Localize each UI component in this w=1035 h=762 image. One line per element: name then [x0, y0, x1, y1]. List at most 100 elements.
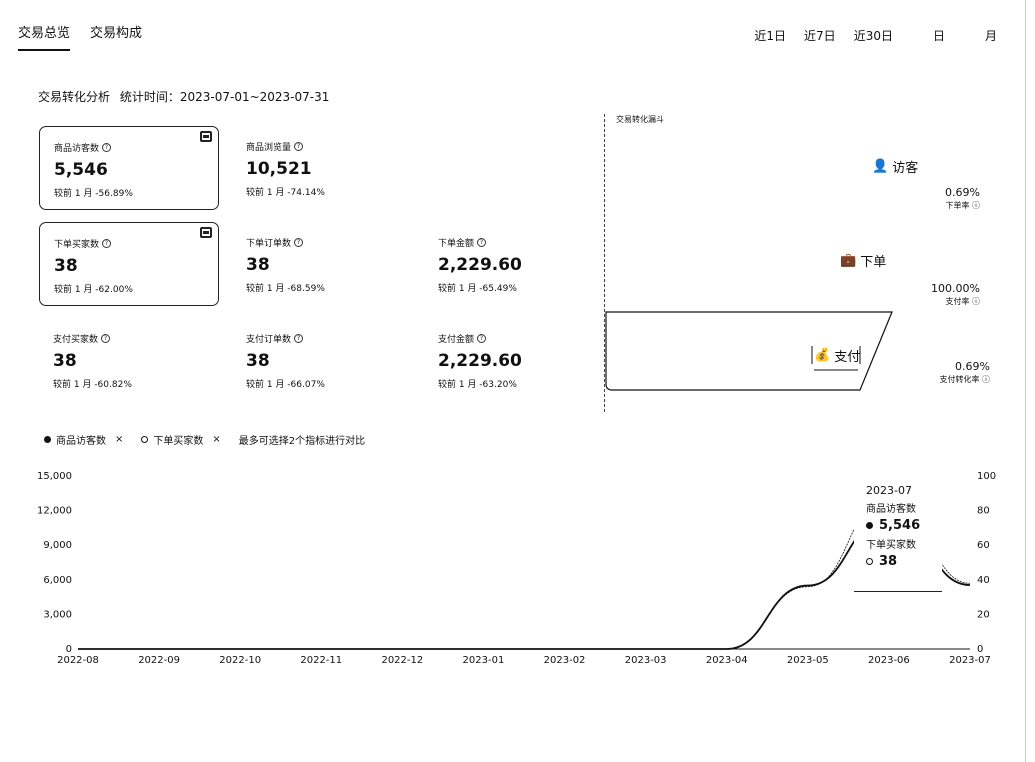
y-right-tick-label: 100 — [977, 471, 996, 482]
metric-compare: 较前 1 月 -65.49% — [438, 284, 517, 294]
metric-compare: 较前 1 月 -74.14% — [246, 188, 325, 198]
metric-compare: 较前 1 月 -62.00% — [54, 285, 133, 295]
range-day[interactable]: 日 — [932, 29, 945, 43]
selected-icon — [200, 131, 212, 142]
x-tick-label: 2023-05 — [787, 655, 829, 666]
legend-item-visitors[interactable]: 商品访客数 × — [44, 432, 123, 447]
metric-value: 2,229.60 — [438, 255, 522, 275]
filled-dot-icon — [44, 436, 51, 443]
metric-value: 10,521 — [246, 159, 312, 179]
hollow-dot-icon — [141, 436, 149, 443]
metric-label: 下单金额 — [438, 239, 475, 249]
help-icon[interactable]: ? — [294, 142, 304, 151]
metric-value: 5,546 — [54, 160, 108, 180]
bag-icon: 💼 — [840, 253, 857, 268]
tooltip-series-value: 38 — [879, 554, 898, 569]
user-icon: 👤 — [872, 159, 889, 174]
metric-card-pageviews[interactable]: 商品浏览量? 10,521 较前 1 月 -74.14% — [232, 126, 412, 210]
x-tick-label: 2023-02 — [544, 655, 586, 666]
close-icon[interactable]: × — [212, 434, 221, 445]
metric-label: 下单订单数 — [246, 239, 292, 249]
tab-composition[interactable]: 交易构成 — [90, 26, 143, 41]
y-right-tick-label: 40 — [977, 575, 990, 586]
funnel-stage-visitor: 👤 访客 — [872, 159, 919, 176]
stat-time: 统计时间：2023-07-01~2023-07-31 — [119, 90, 330, 104]
tooltip-series-name: 商品访客数 — [866, 504, 916, 515]
legend-item-order-buyers[interactable]: 下单买家数 × — [141, 432, 221, 447]
help-icon[interactable]: ? — [102, 143, 112, 152]
metric-card-pay-orders[interactable]: 支付订单数? 38 较前 1 月 -66.07% — [232, 318, 412, 402]
range-month[interactable]: 月 — [984, 29, 997, 43]
metric-label: 支付买家数 — [53, 335, 99, 345]
tooltip-series-name: 下单买家数 — [866, 540, 916, 551]
metric-value: 38 — [53, 351, 77, 371]
vertical-scrollbar[interactable] — [1025, 0, 1035, 762]
x-tick-label: 2023-01 — [463, 655, 505, 666]
help-icon[interactable]: ⓘ — [972, 201, 980, 210]
close-icon[interactable]: × — [115, 434, 124, 445]
series-line-order-buyers — [77, 496, 971, 650]
help-icon[interactable]: ? — [294, 238, 304, 247]
y-right-tick-label: 0 — [977, 644, 983, 655]
help-icon[interactable]: ? — [477, 334, 487, 343]
metric-compare: 较前 1 月 -68.59% — [246, 284, 325, 294]
metric-card-order-buyers[interactable]: 下单买家数? 38 较前 1 月 -62.00% — [39, 222, 219, 306]
x-tick-label: 2023-06 — [868, 655, 910, 666]
tab-overview[interactable]: 交易总览 — [18, 22, 71, 51]
metric-card-pay-buyers[interactable]: 支付买家数? 38 较前 1 月 -60.82% — [39, 318, 219, 402]
y-left-tick-label: 15,000 — [37, 471, 72, 482]
funnel-pay-segment — [605, 311, 893, 391]
metric-label: 支付金额 — [438, 335, 475, 345]
metric-label: 商品访客数 — [54, 144, 100, 154]
help-icon[interactable]: ⓘ — [972, 297, 980, 306]
metric-value: 38 — [246, 255, 270, 275]
metric-label: 下单买家数 — [54, 240, 100, 250]
metric-value: 38 — [54, 256, 78, 276]
x-tick-label: 2022-10 — [219, 655, 261, 666]
y-right-tick-label: 80 — [977, 506, 990, 517]
y-left-tick-label: 3,000 — [43, 609, 72, 620]
metric-card-visitors[interactable]: 商品访客数? 5,546 较前 1 月 -56.89% — [39, 126, 219, 210]
x-tick-label: 2022-12 — [381, 655, 423, 666]
help-icon[interactable]: ? — [102, 239, 112, 248]
range-selector: 近1日 近7日 近30日 日 月 — [736, 27, 997, 44]
metric-value: 38 — [246, 351, 270, 371]
y-right-tick-label: 60 — [977, 540, 990, 551]
x-tick-label: 2023-03 — [625, 655, 667, 666]
funnel-stage-pay: 💰 支付 — [814, 348, 861, 365]
y-left-tick-label: 0 — [66, 644, 72, 655]
x-tick-label: 2023-04 — [706, 655, 748, 666]
series-line-visitors — [77, 515, 971, 650]
chart-legend: 商品访客数 × 下单买家数 × 最多可选择2个指标进行对比 — [44, 432, 365, 447]
tooltip-series-value: 5,546 — [879, 518, 921, 533]
metric-label: 商品浏览量 — [246, 143, 292, 153]
metric-card-order-count[interactable]: 下单订单数? 38 较前 1 月 -68.59% — [232, 222, 412, 306]
x-tick-label: 2022-09 — [138, 655, 180, 666]
metric-compare: 较前 1 月 -60.82% — [53, 380, 132, 390]
y-left-tick-label: 9,000 — [43, 540, 72, 551]
rate-value: 100.00% — [931, 282, 980, 295]
filled-dot-icon — [866, 522, 873, 529]
range-1d[interactable]: 近1日 — [754, 29, 787, 43]
help-icon[interactable]: ? — [101, 334, 111, 343]
metric-compare: 较前 1 月 -63.20% — [438, 380, 517, 390]
metric-card-pay-amount[interactable]: 支付金额? 2,229.60 较前 1 月 -63.20% — [424, 318, 604, 402]
help-icon[interactable]: ? — [477, 238, 487, 247]
rate-order: 0.69% 下单率 ⓘ — [945, 186, 980, 210]
funnel-shape — [605, 311, 893, 391]
range-7d[interactable]: 近7日 — [804, 29, 836, 43]
help-icon[interactable]: ⓘ — [982, 375, 990, 384]
range-30d[interactable]: 近30日 — [853, 29, 893, 43]
chart-tooltip: 2023-07 商品访客数 5,546 下单买家数 38 — [854, 480, 942, 592]
help-icon[interactable]: ? — [294, 334, 304, 343]
x-tick-label: 2022-11 — [300, 655, 342, 666]
section-heading: 交易转化分析 — [38, 90, 111, 104]
selected-icon — [200, 227, 212, 238]
rate-value: 0.69% — [945, 186, 980, 199]
tooltip-date: 2023-07 — [866, 484, 912, 497]
funnel-title: 交易转化漏斗 — [616, 115, 664, 124]
metric-compare: 较前 1 月 -56.89% — [54, 189, 133, 199]
metric-compare: 较前 1 月 -66.07% — [246, 380, 325, 390]
metric-card-order-amount[interactable]: 下单金额? 2,229.60 较前 1 月 -65.49% — [424, 222, 604, 306]
x-tick-label: 2023-07 — [949, 655, 991, 666]
